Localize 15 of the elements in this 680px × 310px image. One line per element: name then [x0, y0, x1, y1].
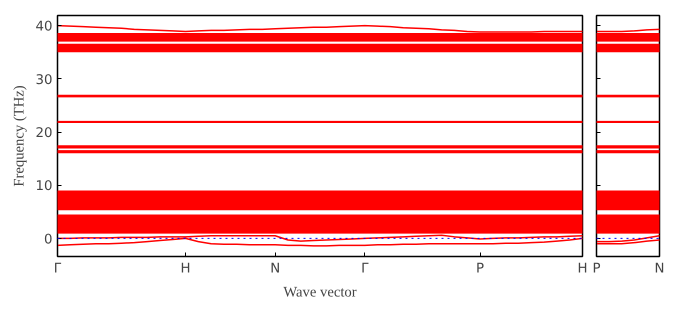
x-tick-label: P [592, 262, 601, 276]
x-tick-label: N [270, 262, 280, 276]
x-tick-label: P [476, 262, 484, 276]
x-tick-label: Γ [361, 262, 370, 276]
y-tick-label: 30 [36, 72, 53, 88]
x-tick-label: N [654, 262, 664, 276]
x-tick-label: H [577, 262, 588, 276]
y-axis-title: Frequency (THz) [12, 85, 28, 187]
x-axis-title: Wave vector [283, 284, 357, 300]
y-tick-label: 20 [36, 126, 53, 142]
x-tick-label: Γ [54, 262, 62, 276]
y-tick-label: 40 [36, 20, 53, 35]
y-tick-label: 0 [44, 232, 53, 248]
y-tick-label: 10 [36, 179, 53, 194]
x-tick-label: H [180, 262, 191, 276]
